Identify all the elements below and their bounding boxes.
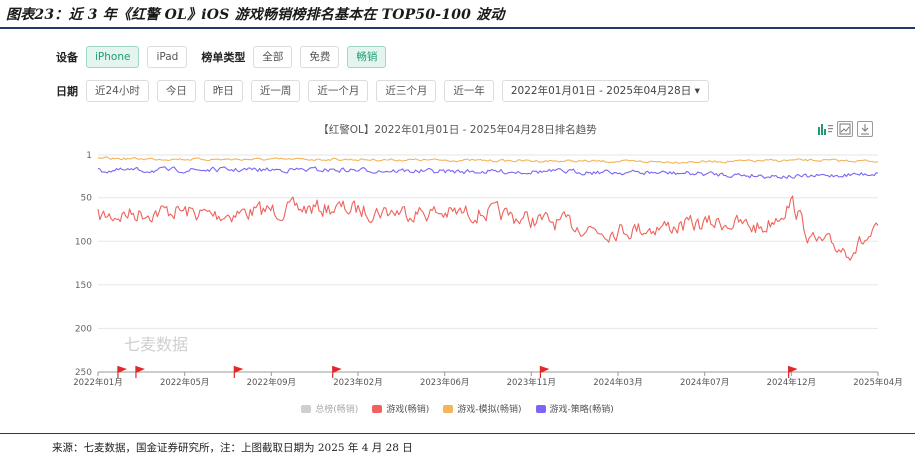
device-ipad-button[interactable]: iPad [147, 46, 188, 68]
y-tick-label: 1 [86, 151, 92, 161]
x-tick-label: 2022年09月 [247, 377, 296, 388]
chart-title: 【红警OL】2022年01月01日 - 2025年04月28日排名趋势 [318, 124, 597, 136]
legend-label-total: 总榜(畅销) [315, 405, 359, 415]
filter-row-date: 日期 近24小时 今日 昨日 近一周 近一个月 近三个月 近一年 2022年01… [56, 80, 709, 102]
chart-type-icon[interactable] [817, 121, 833, 137]
legend-label-game: 游戏(畅销) [386, 405, 430, 415]
date-3month-button[interactable]: 近三个月 [376, 80, 437, 102]
x-tick-label: 2024年12月 [767, 377, 816, 388]
image-download-icon[interactable] [837, 121, 853, 137]
x-tick-label: 2022年05月 [160, 377, 209, 388]
chart-toolbar [813, 121, 873, 137]
y-tick-label: 250 [75, 368, 92, 378]
x-tick-label: 2025年04月 [853, 377, 902, 388]
date-label: 日期 [56, 85, 78, 98]
date-today-button[interactable]: 今日 [156, 80, 196, 102]
date-month-button[interactable]: 近一个月 [308, 80, 369, 102]
list-type-all-button[interactable]: 全部 [253, 46, 293, 68]
legend-item-game[interactable]: 游戏(畅销) [372, 402, 429, 415]
list-type-label: 榜单类型 [201, 51, 246, 64]
x-tick-label: 2022年01月 [73, 377, 122, 388]
event-flag-marker[interactable] [117, 366, 127, 378]
legend-label-strategy: 游戏-策略(畅销) [549, 405, 614, 415]
watermark: 七麦数据 [124, 335, 188, 354]
legend-swatch-sim [443, 404, 454, 413]
device-iphone-button[interactable]: iPhone [86, 46, 140, 68]
x-tick-label: 2023年02月 [333, 377, 382, 388]
x-tick-label: 2023年06月 [420, 377, 469, 388]
event-flag-marker[interactable] [788, 366, 798, 378]
legend-swatch-total [301, 404, 312, 413]
event-flag-marker[interactable] [332, 366, 342, 378]
y-tick-label: 100 [75, 237, 92, 247]
bottom-rule [0, 433, 915, 434]
series-line-2 [97, 156, 879, 164]
series-line-3 [97, 166, 879, 180]
x-tick-label: 2024年07月 [680, 377, 729, 388]
list-type-grossing-button[interactable]: 畅销 [347, 46, 387, 68]
source-note: 来源：七麦数据，国金证券研究所，注：上图截取日期为 2025 年 4 月 28 … [52, 442, 413, 454]
series-line-1 [97, 195, 879, 261]
event-flag-marker[interactable] [539, 366, 550, 378]
legend-swatch-strategy [535, 404, 546, 413]
legend-swatch-game [372, 404, 383, 413]
date-year-button[interactable]: 近一年 [444, 80, 494, 102]
event-flag-marker[interactable] [135, 366, 145, 378]
figure-title: 图表23：近 3 年《红警 OL》iOS 游戏畅销榜排名基本在 TOP50-10… [6, 7, 505, 23]
date-range-picker[interactable]: 2022年01月01日 - 2025年04月28日 ▾ [501, 80, 709, 102]
y-tick-label: 50 [81, 194, 93, 204]
y-tick-label: 150 [75, 281, 92, 291]
x-tick-label: 2023年11月 [507, 377, 556, 388]
event-flag-marker[interactable] [233, 366, 244, 378]
legend-label-sim: 游戏-模拟(畅销) [457, 405, 522, 415]
legend-item-strategy[interactable]: 游戏-策略(畅销) [535, 402, 614, 415]
legend-item-sim[interactable]: 游戏-模拟(畅销) [443, 402, 522, 415]
date-yesterday-button[interactable]: 昨日 [203, 80, 243, 102]
x-tick-label: 2024年03月 [593, 377, 642, 388]
chart-legend: 总榜(畅销) 游戏(畅销) 游戏-模拟(畅销) 游戏-策略(畅销) [0, 402, 915, 415]
legend-item-total[interactable]: 总榜(畅销) [301, 402, 358, 415]
list-type-free-button[interactable]: 免费 [300, 46, 340, 68]
export-icon[interactable] [857, 121, 873, 137]
date-week-button[interactable]: 近一周 [250, 80, 301, 102]
device-label: 设备 [56, 51, 78, 64]
date-24h-button[interactable]: 近24小时 [86, 80, 149, 102]
title-rule [0, 27, 915, 29]
filter-row-device: 设备 iPhone iPad 榜单类型 全部 免费 畅销 [56, 46, 394, 68]
y-tick-label: 200 [75, 324, 92, 334]
